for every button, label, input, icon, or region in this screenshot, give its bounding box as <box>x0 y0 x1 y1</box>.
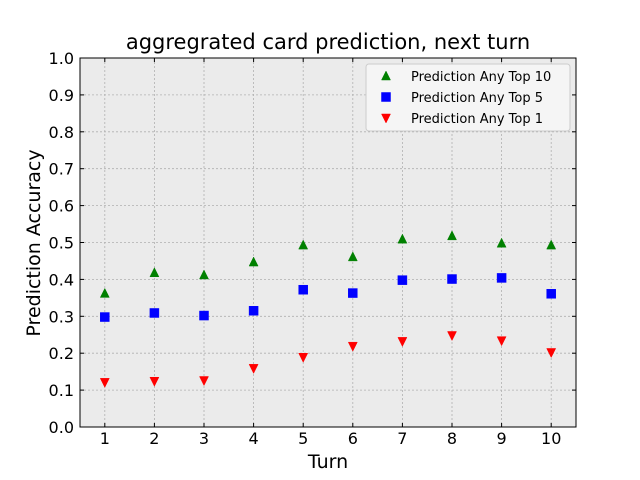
data-point-series-2 <box>149 308 160 318</box>
y-tick-label: 0.5 <box>49 234 74 253</box>
x-tick-label: 7 <box>397 429 407 448</box>
x-tick-label: 8 <box>447 429 457 448</box>
data-point-series-3 <box>447 331 457 342</box>
y-tick-label: 0.9 <box>49 86 74 105</box>
data-point-series-1 <box>397 233 408 244</box>
data-point-series-1 <box>298 239 309 250</box>
x-tick-label: 1 <box>100 429 110 448</box>
axis-ticks: 1 2 3 4 5 6 7 8 9 10 0.0 0.1 0.2 0.3 0.4 0.5 0.6 0.7 0.8 0.… <box>49 49 576 448</box>
plot-frame <box>79 57 577 428</box>
data-point-series-1 <box>248 256 259 267</box>
y-tick-label: 0.6 <box>49 197 74 216</box>
data-points <box>99 230 557 388</box>
data-point-series-2 <box>100 312 110 322</box>
grid <box>80 58 576 427</box>
legend-label: Prediction Any Top 10 <box>411 70 551 85</box>
legend-marker <box>381 113 391 124</box>
x-tick-label: 10 <box>541 429 561 448</box>
data-point-series-2 <box>496 273 507 283</box>
x-tick-label: 3 <box>199 429 209 448</box>
data-point-series-2 <box>546 289 556 299</box>
data-point-series-1 <box>546 239 557 250</box>
data-point-series-3 <box>248 364 259 374</box>
chart-title: aggregrated card prediction, next turn <box>126 30 530 54</box>
legend-marker <box>381 70 391 81</box>
x-tick-label: 2 <box>149 429 159 448</box>
y-tick-label: 0.1 <box>49 381 74 400</box>
data-point-series-3 <box>298 353 309 363</box>
data-point-series-3 <box>149 376 160 387</box>
legend-label: Prediction Any Top 5 <box>411 91 543 106</box>
legend-box <box>365 63 571 132</box>
y-tick-label: 0.0 <box>49 418 74 437</box>
data-point-series-3 <box>199 376 209 387</box>
y-axis-title: Prediction Accuracy <box>23 149 45 336</box>
y-tick-label: 0.2 <box>49 344 74 363</box>
data-point-series-3 <box>496 336 507 347</box>
legend: Prediction Any Top 10 Prediction Any Top … <box>365 63 571 132</box>
data-point-series-2 <box>397 275 408 285</box>
legend-label: Prediction Any Top 1 <box>411 112 543 127</box>
data-point-series-1 <box>496 237 507 248</box>
data-point-series-1 <box>99 287 110 298</box>
y-tick-label: 0.7 <box>49 160 74 179</box>
data-point-series-1 <box>149 267 160 278</box>
data-point-series-2 <box>199 310 209 321</box>
data-point-series-3 <box>397 337 408 347</box>
x-tick-label: 9 <box>497 429 507 448</box>
data-point-series-2 <box>298 284 308 295</box>
data-point-series-2 <box>447 274 457 284</box>
legend-marker <box>381 92 391 102</box>
data-point-series-2 <box>348 288 358 298</box>
data-point-series-3 <box>347 341 358 352</box>
data-point-series-3 <box>99 378 110 388</box>
x-tick-label: 6 <box>348 429 358 448</box>
y-tick-label: 0.8 <box>49 123 74 142</box>
data-point-series-3 <box>546 348 557 359</box>
y-tick-label: 1.0 <box>49 49 74 68</box>
data-point-series-1 <box>447 230 457 241</box>
x-axis-title: Turn <box>307 451 348 473</box>
x-tick-label: 5 <box>298 429 308 448</box>
data-point-series-2 <box>248 306 259 316</box>
y-tick-label: 0.3 <box>49 307 74 326</box>
x-tick-label: 4 <box>249 429 259 448</box>
y-tick-label: 0.4 <box>49 270 74 289</box>
data-point-series-1 <box>347 251 358 262</box>
data-point-series-1 <box>199 269 209 280</box>
